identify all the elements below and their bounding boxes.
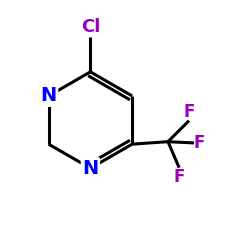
Text: F: F (183, 103, 195, 121)
Text: N: N (82, 159, 98, 178)
Text: N: N (40, 86, 57, 106)
Text: Cl: Cl (81, 18, 100, 36)
Text: F: F (194, 134, 205, 152)
Text: F: F (174, 168, 185, 186)
